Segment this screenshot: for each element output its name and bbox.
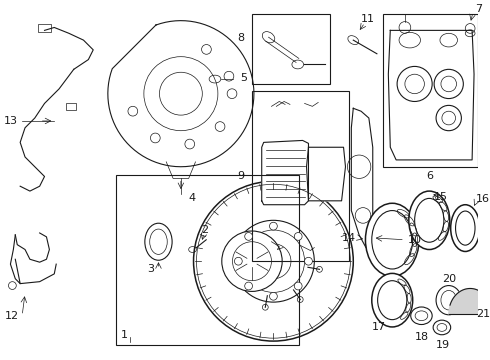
Text: 9: 9 bbox=[237, 171, 244, 180]
Text: 8: 8 bbox=[237, 33, 244, 43]
Text: 1: 1 bbox=[121, 330, 127, 340]
Ellipse shape bbox=[409, 191, 450, 249]
Text: 19: 19 bbox=[436, 340, 450, 350]
Circle shape bbox=[294, 282, 302, 290]
Text: 20: 20 bbox=[441, 274, 456, 284]
Ellipse shape bbox=[433, 320, 451, 335]
Ellipse shape bbox=[366, 203, 419, 276]
Polygon shape bbox=[389, 30, 474, 160]
Polygon shape bbox=[351, 108, 373, 248]
Circle shape bbox=[245, 233, 252, 240]
Circle shape bbox=[397, 66, 432, 102]
Bar bbox=[252, 14, 330, 84]
Bar bbox=[66, 103, 75, 110]
Text: 18: 18 bbox=[415, 332, 429, 342]
Circle shape bbox=[270, 292, 277, 300]
Text: 11: 11 bbox=[361, 14, 375, 24]
Bar bbox=[252, 91, 349, 261]
Bar bbox=[38, 23, 51, 32]
Circle shape bbox=[305, 257, 312, 265]
Text: 16: 16 bbox=[476, 194, 490, 204]
Text: 6: 6 bbox=[427, 171, 434, 181]
Circle shape bbox=[434, 69, 464, 99]
Text: 13: 13 bbox=[3, 116, 18, 126]
Bar bbox=[116, 175, 299, 345]
Polygon shape bbox=[108, 21, 254, 167]
Polygon shape bbox=[449, 288, 490, 314]
Circle shape bbox=[245, 282, 252, 290]
Ellipse shape bbox=[411, 307, 432, 324]
Text: 15: 15 bbox=[434, 192, 448, 202]
Text: 21: 21 bbox=[476, 309, 490, 319]
Text: 12: 12 bbox=[5, 311, 20, 321]
Ellipse shape bbox=[451, 205, 480, 252]
Ellipse shape bbox=[436, 285, 462, 315]
Text: 10: 10 bbox=[408, 235, 422, 245]
Text: 2: 2 bbox=[201, 225, 208, 235]
Ellipse shape bbox=[222, 231, 282, 291]
Polygon shape bbox=[307, 147, 345, 201]
Text: 17: 17 bbox=[371, 323, 386, 332]
Circle shape bbox=[270, 222, 277, 230]
Bar bbox=[384, 14, 478, 167]
Circle shape bbox=[234, 257, 242, 265]
Text: 14: 14 bbox=[342, 233, 356, 243]
Polygon shape bbox=[262, 140, 309, 205]
Circle shape bbox=[436, 105, 462, 131]
Circle shape bbox=[194, 181, 353, 341]
Ellipse shape bbox=[372, 273, 413, 327]
Text: 5: 5 bbox=[240, 73, 247, 83]
Text: 4: 4 bbox=[189, 193, 196, 203]
Text: 3: 3 bbox=[147, 264, 154, 274]
Circle shape bbox=[294, 233, 302, 240]
Text: 7: 7 bbox=[475, 4, 482, 14]
Ellipse shape bbox=[145, 223, 172, 260]
